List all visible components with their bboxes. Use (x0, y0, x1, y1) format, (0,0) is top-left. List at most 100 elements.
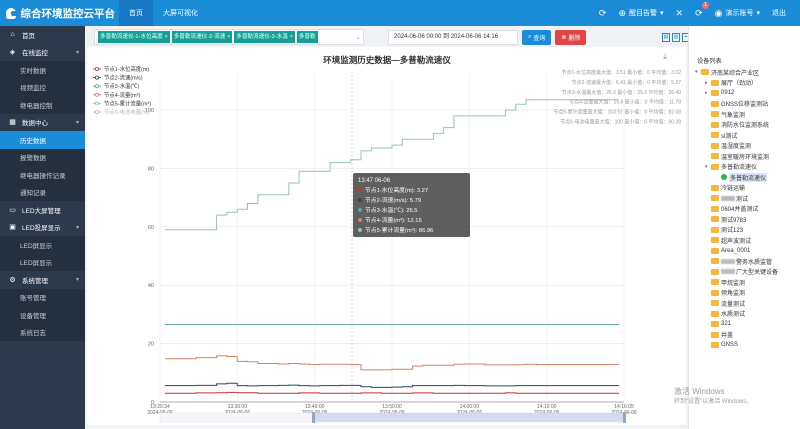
sidebar-item[interactable]: 继电器控制 (0, 96, 85, 114)
selected-sensor-tag[interactable]: 多普勒流速仪-3-水温 × (234, 31, 295, 43)
tree-node-label: GNSS (721, 342, 739, 349)
tree-group-node[interactable]: 倾角监测 (689, 288, 800, 299)
tree-group-node[interactable]: 警务水质监管 (689, 256, 800, 267)
tree-group-node[interactable]: 甲烷监测 (689, 277, 800, 288)
tree-group-node[interactable]: 0604并盖测试 (689, 204, 800, 215)
chevron-right-icon[interactable]: ▸ (705, 79, 708, 86)
tree-group-node[interactable]: 温室暖房环境监测 (689, 151, 800, 162)
delete-button[interactable]: ⊗ 删除 (555, 29, 587, 45)
tree-node-label: 济南某综合产业区 (711, 70, 760, 77)
sidebar-group[interactable]: ⌂ 首页 (0, 26, 85, 44)
sidebar-item[interactable]: 设备管理 (0, 306, 85, 324)
tree-group-node[interactable]: ▸ 展厅（劲动） (689, 78, 800, 89)
chevron-down-icon[interactable]: ⌄ (353, 30, 363, 44)
sidebar-item-label: 继电器操作记录 (20, 172, 66, 180)
tree-group-node[interactable]: 超声波测试 (689, 235, 800, 246)
tree-group-node[interactable]: 测试 (689, 193, 800, 204)
sidebar-item[interactable]: LED屏显示 (0, 236, 85, 254)
sidebar-group[interactable]: ▭ LED大屏管理 (0, 201, 85, 219)
sidebar-item[interactable]: LED屏显示 (0, 253, 85, 271)
led-screen-icon: ▭ (9, 206, 16, 214)
tree-group-node[interactable]: 气象监测 (689, 109, 800, 120)
download-icon[interactable]: ⤓ (663, 52, 667, 61)
query-button[interactable]: ⌕ 查询 (522, 29, 552, 45)
close-icon[interactable]: × (227, 34, 231, 40)
tree-group-node[interactable]: 消防水位监测系统 (689, 120, 800, 131)
chevron-down-icon[interactable]: ▾ (705, 163, 708, 170)
close-icon[interactable]: × (289, 34, 293, 40)
sidebar-item[interactable]: 系统日志 (0, 323, 85, 341)
user-menu[interactable]: ◉ 演示账号 ▾ (715, 8, 760, 19)
tree-group-node[interactable]: 水质测试 (689, 309, 800, 320)
tree-group-node[interactable]: 321 (689, 319, 800, 330)
sidebar-item[interactable]: 继电器操作记录 (0, 166, 85, 184)
series-line[interactable] (165, 355, 619, 371)
data-center-icon: ▦ (9, 119, 16, 127)
device-panel: 设备列表 ▾ 济南某综合产业区 ▸ 展厅（劲动） ▸ 0912 GNSS位移监测站 气象监测消… (688, 26, 800, 429)
nav-home[interactable]: 首页 (119, 0, 153, 26)
tree-group-node[interactable]: ▾ 济南某综合产业区 (689, 67, 800, 78)
tree-group-node[interactable]: 广大型关键设备 (689, 267, 800, 278)
nav-big-screen[interactable]: 大屏可视化 (163, 10, 198, 17)
chart-panel: 环境监测历史数据—多普勒流速仪⤓02040608010013:20:342024… (87, 47, 686, 425)
tree-group-node[interactable]: ▸ 0912 (689, 88, 800, 99)
sidebar-group[interactable]: ⚙ 系统管理 ▾ (0, 271, 85, 289)
tree-group-node[interactable]: 测试9783 (689, 214, 800, 225)
sidebar-item-label: 系统日志 (20, 330, 46, 338)
tree-group-node[interactable]: 井盖 (689, 330, 800, 341)
tree-node-label: GNSS位移监测站 (721, 102, 769, 109)
tree-group-node[interactable]: 流量测试 (689, 298, 800, 309)
notification-button[interactable]: ⟳ 1 (695, 1, 709, 19)
sidebar-item[interactable]: 实时数据 (0, 61, 85, 79)
tooltip-color-dot (358, 198, 362, 202)
sidebar-item[interactable]: 报警数据 (0, 148, 85, 166)
tree-group-node[interactable]: sl测试 (689, 130, 800, 141)
device-online-icon (721, 174, 727, 181)
legend-marker (94, 84, 99, 89)
zoom-handle-right[interactable] (623, 412, 626, 423)
chevron-right-icon[interactable]: ▸ (705, 90, 708, 97)
chart-view-icon[interactable]: ▥ (672, 32, 680, 42)
folder-icon (711, 79, 719, 86)
series-line[interactable] (165, 99, 619, 231)
selected-sensor-tag[interactable]: 多普勒 (296, 31, 318, 43)
logout-button[interactable]: 退出 (772, 10, 786, 17)
alarm-toggle[interactable]: ⊕ 醒目告警 ▾ (618, 8, 663, 19)
sidebar-group[interactable]: ▦ 数据中心 ▾ (0, 114, 85, 132)
series-line[interactable] (165, 391, 619, 394)
sidebar-item[interactable]: 历史数据 (0, 131, 85, 149)
zoom-handle-left[interactable] (312, 412, 315, 423)
tree-node-label: 消防水位监测系统 (721, 123, 770, 130)
sidebar-item[interactable]: 视频监控 (0, 78, 85, 96)
chevron-down-icon[interactable]: ▾ (695, 69, 698, 76)
y-tick-label: 20 (148, 342, 154, 348)
zoom-slider-window[interactable] (314, 413, 624, 422)
tree-group-node[interactable]: Area_0001 (689, 246, 800, 257)
sidebar-item[interactable]: 账号管理 (0, 288, 85, 306)
tree-group-node[interactable]: 温湿度监测 (689, 141, 800, 152)
mute-button[interactable]: ✕ (676, 8, 684, 19)
tree-group-node[interactable]: ▾ 多普勒流速仪 (689, 162, 800, 173)
tree-group-node[interactable]: 测试123 (689, 225, 800, 236)
selected-sensor-tag[interactable]: 多普勒流速仪-2-流速 × (171, 31, 233, 43)
sidebar-item[interactable]: 通知记录 (0, 183, 85, 201)
user-name: 演示账号 (725, 10, 754, 17)
tree-group-node[interactable]: GNSS位移监测站 (689, 99, 800, 110)
history-line-chart[interactable]: 环境监测历史数据—多普勒流速仪⤓02040608010013:20:342024… (87, 47, 686, 425)
tree-device-node[interactable]: 多普勒流速仪 (689, 172, 800, 183)
refresh-button[interactable]: ⟳ (599, 8, 607, 19)
tree-group-node[interactable]: GNSS (689, 340, 800, 351)
search-icon: ⌕ (528, 33, 532, 40)
selected-sensor-tag[interactable]: 多普勒流速仪-1-水位高度 × (98, 31, 170, 43)
table-view-icon[interactable]: ▤ (662, 32, 670, 42)
close-icon[interactable]: × (164, 34, 168, 40)
legend-marker (94, 101, 99, 106)
date-range-input[interactable]: 2024-06-06 00:00 到 2024-06-06 14:16 (388, 29, 518, 45)
sidebar-group[interactable]: ▣ LED投屏显示 ▾ (0, 219, 85, 237)
sidebar-group[interactable]: ◈ 在线监控 ▾ (0, 44, 85, 62)
app-logo[interactable]: 综合环境监控云平台 (0, 6, 115, 21)
sensor-multi-select[interactable]: 多普勒流速仪-1-水位高度 × 多普勒流速仪-2-流速 × 多普勒流速仪-3-水温 × 多普… (94, 29, 364, 45)
tree-group-node[interactable]: 冷链运输 (689, 183, 800, 194)
chevron-down-icon: ▾ (75, 49, 79, 56)
series-line[interactable] (165, 382, 619, 388)
